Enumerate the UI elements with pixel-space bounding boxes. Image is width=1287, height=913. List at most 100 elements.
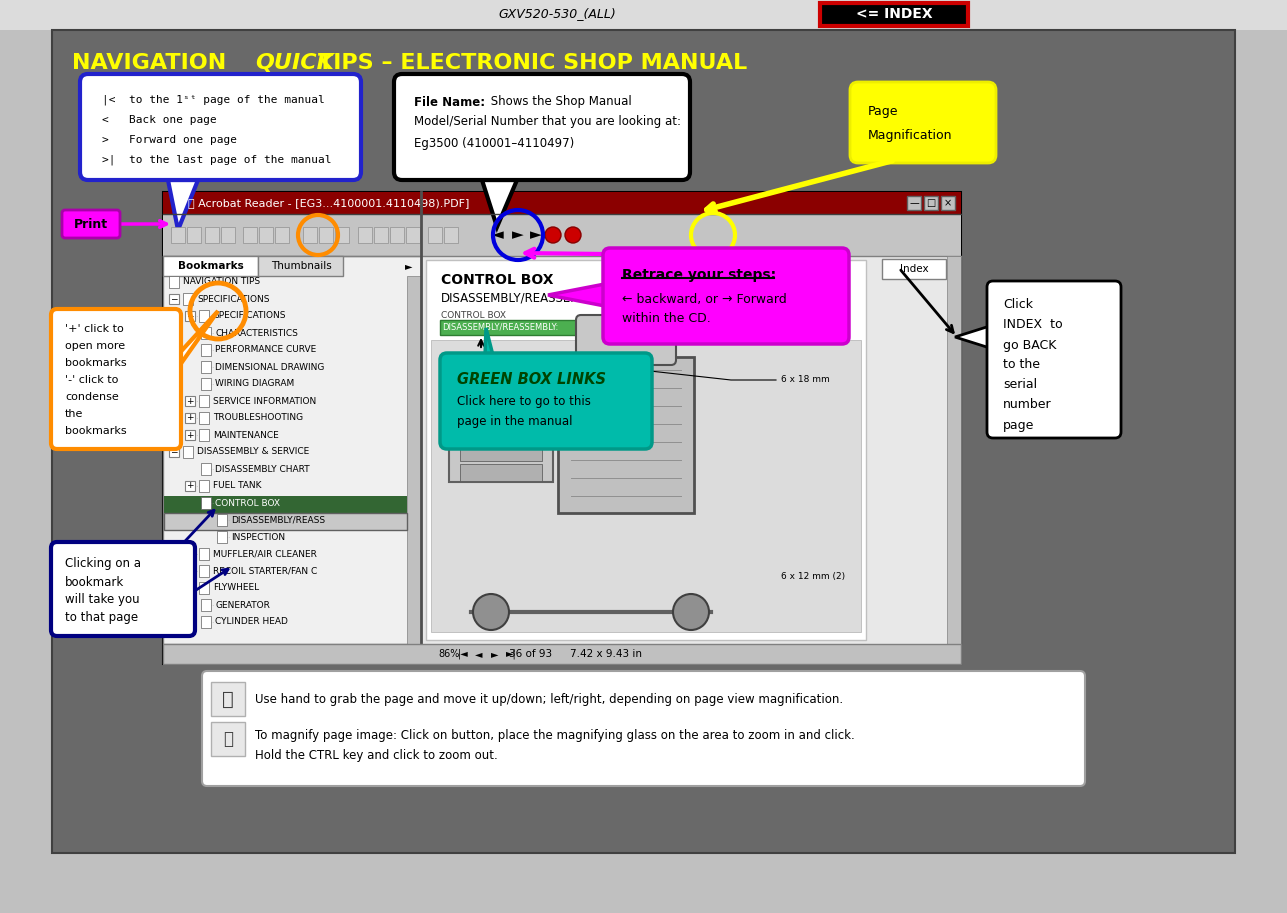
FancyBboxPatch shape: [80, 74, 360, 180]
Text: Clicking on a: Clicking on a: [66, 558, 142, 571]
Text: SERVICE INFORMATION: SERVICE INFORMATION: [214, 396, 317, 405]
Text: DISASSEMBLY & SERVICE: DISASSEMBLY & SERVICE: [197, 447, 309, 456]
Text: page: page: [1003, 418, 1035, 432]
Text: |<  to the 1ˢᵗ page of the manual: |< to the 1ˢᵗ page of the manual: [102, 95, 324, 105]
Text: <   Back one page: < Back one page: [102, 115, 216, 125]
Text: −: −: [187, 311, 194, 320]
FancyBboxPatch shape: [257, 256, 344, 276]
FancyBboxPatch shape: [431, 340, 861, 632]
FancyBboxPatch shape: [163, 496, 407, 513]
Text: FLYWHEEL: FLYWHEEL: [214, 583, 259, 593]
FancyBboxPatch shape: [62, 210, 120, 238]
Circle shape: [474, 594, 508, 630]
FancyBboxPatch shape: [577, 315, 676, 365]
Text: DISASSEMBLY/REASSEMBLY:: DISASSEMBLY/REASSEMBLY:: [441, 322, 559, 331]
FancyBboxPatch shape: [201, 463, 211, 475]
FancyBboxPatch shape: [218, 514, 227, 526]
Text: DISASSEMBLY/REASSEMBLY: DISASSEMBLY/REASSEMBLY: [441, 291, 601, 305]
Text: bookmarks: bookmarks: [66, 426, 126, 436]
Text: ►: ►: [512, 227, 524, 243]
FancyBboxPatch shape: [199, 582, 208, 594]
FancyBboxPatch shape: [459, 464, 542, 481]
FancyBboxPatch shape: [459, 404, 542, 421]
FancyBboxPatch shape: [335, 227, 349, 243]
Text: To magnify page image: Click on button, place the magnifying glass on the area t: To magnify page image: Click on button, …: [255, 729, 855, 742]
Polygon shape: [955, 325, 994, 349]
Text: Use hand to grab the page and move it up/down; left/right, depending on page vie: Use hand to grab the page and move it up…: [255, 692, 843, 706]
Text: Click here to go to this: Click here to go to this: [457, 395, 591, 408]
Text: Bookmarks: Bookmarks: [178, 261, 243, 271]
FancyBboxPatch shape: [163, 644, 961, 664]
FancyBboxPatch shape: [171, 227, 185, 243]
FancyBboxPatch shape: [559, 357, 694, 513]
Text: will take you: will take you: [66, 593, 139, 606]
Text: SPECIFICATIONS: SPECIFICATIONS: [197, 295, 269, 303]
Text: Thumbnails: Thumbnails: [270, 261, 331, 271]
Polygon shape: [483, 328, 515, 442]
Text: WIRING DIAGRAM: WIRING DIAGRAM: [215, 380, 295, 389]
Text: Shows the Shop Manual: Shows the Shop Manual: [486, 96, 632, 109]
FancyBboxPatch shape: [199, 429, 208, 441]
Text: 6 x 18 mm: 6 x 18 mm: [781, 375, 830, 384]
FancyBboxPatch shape: [201, 497, 211, 509]
Text: ✋: ✋: [223, 689, 234, 708]
Text: TROUBLESHOOTING: TROUBLESHOOTING: [214, 414, 304, 423]
Text: TIPS – ELECTRONIC SHOP MANUAL: TIPS – ELECTRONIC SHOP MANUAL: [318, 53, 748, 73]
Text: NAVIGATION TIPS: NAVIGATION TIPS: [183, 278, 260, 287]
FancyBboxPatch shape: [199, 548, 208, 560]
FancyBboxPatch shape: [199, 395, 208, 407]
FancyBboxPatch shape: [218, 531, 227, 543]
Text: NAVIGATION: NAVIGATION: [72, 53, 234, 73]
Text: INSPECTION: INSPECTION: [230, 532, 286, 541]
Text: ◄: ◄: [475, 649, 483, 659]
Text: Model/Serial Number that you are looking at:: Model/Serial Number that you are looking…: [414, 116, 681, 129]
Text: CONTROL BOX: CONTROL BOX: [215, 498, 281, 508]
Text: Index: Index: [900, 264, 928, 274]
FancyBboxPatch shape: [459, 444, 542, 461]
Text: +: +: [187, 583, 194, 593]
Text: the: the: [66, 409, 84, 419]
Polygon shape: [483, 180, 517, 227]
Text: ← backward, or → Forward: ← backward, or → Forward: [622, 293, 786, 307]
FancyBboxPatch shape: [169, 276, 179, 288]
FancyBboxPatch shape: [407, 276, 421, 644]
FancyBboxPatch shape: [201, 599, 211, 611]
FancyBboxPatch shape: [185, 430, 196, 440]
FancyBboxPatch shape: [426, 260, 866, 640]
Text: ►: ►: [530, 227, 542, 243]
Text: −: −: [170, 295, 178, 303]
FancyBboxPatch shape: [243, 227, 257, 243]
FancyBboxPatch shape: [429, 227, 441, 243]
Circle shape: [673, 594, 709, 630]
Text: within the CD.: within the CD.: [622, 312, 710, 326]
FancyBboxPatch shape: [199, 480, 208, 492]
Text: Retrace your steps:: Retrace your steps:: [622, 268, 776, 282]
FancyBboxPatch shape: [201, 361, 211, 373]
Text: open more: open more: [66, 341, 125, 351]
Text: '-' click to: '-' click to: [66, 375, 118, 385]
FancyBboxPatch shape: [185, 481, 196, 491]
Text: ►|: ►|: [506, 649, 516, 659]
FancyBboxPatch shape: [849, 82, 996, 163]
Text: GXV520-530_(ALL): GXV520-530_(ALL): [498, 7, 616, 20]
FancyBboxPatch shape: [987, 281, 1121, 438]
Text: DISASSEMBLY/REASS: DISASSEMBLY/REASS: [230, 516, 326, 524]
Text: >   Forward one page: > Forward one page: [102, 135, 237, 145]
FancyBboxPatch shape: [319, 227, 333, 243]
Text: +: +: [187, 414, 194, 423]
Text: +: +: [187, 396, 194, 405]
Text: 7.42 x 9.43 in: 7.42 x 9.43 in: [570, 649, 642, 659]
FancyBboxPatch shape: [0, 0, 1287, 30]
Text: GREEN BOX LINKS: GREEN BOX LINKS: [457, 373, 606, 387]
Text: go BACK: go BACK: [1003, 339, 1057, 352]
Text: CONTROL BOX: CONTROL BOX: [441, 310, 506, 320]
Text: MUFFLER/AIR CLEANER: MUFFLER/AIR CLEANER: [214, 550, 317, 559]
Text: condense: condense: [66, 392, 118, 402]
FancyBboxPatch shape: [221, 227, 236, 243]
FancyBboxPatch shape: [183, 293, 193, 305]
FancyBboxPatch shape: [185, 311, 196, 321]
Text: ►: ►: [405, 261, 413, 271]
FancyBboxPatch shape: [275, 227, 290, 243]
FancyBboxPatch shape: [449, 368, 553, 482]
Polygon shape: [97, 311, 218, 443]
